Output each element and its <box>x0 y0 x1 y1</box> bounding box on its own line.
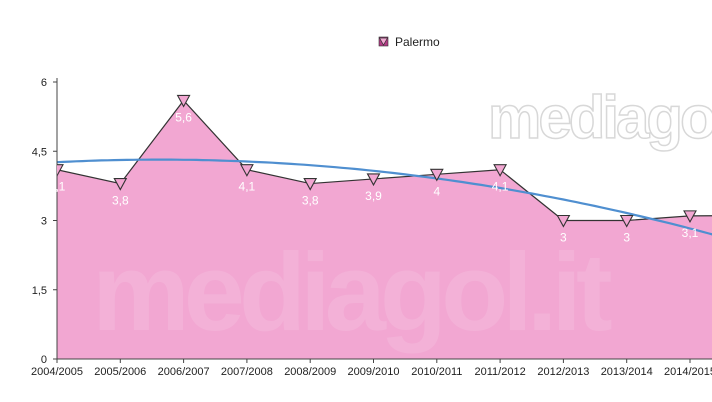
markers <box>57 94 697 228</box>
x-tick-label: 2009/2010 <box>348 366 400 378</box>
data-labels: 4,1 3,8 5,6 4,1 3,8 3,9 4 4,1 3 3 3,1 <box>49 110 699 244</box>
data-point-marker <box>556 214 571 228</box>
data-point-marker <box>57 164 64 177</box>
data-point-marker <box>366 173 381 187</box>
x-tick-label: 2014/2015 <box>664 366 712 378</box>
line-layer <box>57 99 712 236</box>
data-label: 4 <box>433 184 440 198</box>
data-label: 4,1 <box>49 180 66 194</box>
y-tick-label: 3 <box>41 216 47 228</box>
data-label: 3,9 <box>365 189 382 203</box>
area-fill <box>57 100 712 359</box>
data-point-marker <box>619 214 634 228</box>
legend-marker <box>378 37 389 46</box>
data-label: 3,1 <box>682 226 699 240</box>
x-tick-label: 2007/2008 <box>221 366 273 378</box>
watermark-top: mediagol.it <box>488 84 712 151</box>
y-tick-label: 0 <box>41 354 47 366</box>
x-tick-label: 2008/2009 <box>284 366 336 378</box>
data-point-marker <box>429 168 444 182</box>
x-tick-label: 2013/2014 <box>601 366 653 378</box>
x-tick-label: 2004/2005 <box>31 366 83 378</box>
data-label: 4,1 <box>492 180 509 194</box>
data-label: 3,8 <box>302 194 319 208</box>
data-label: 4,1 <box>239 180 256 194</box>
data-point-marker <box>303 178 318 191</box>
data-label: 5,6 <box>175 110 192 124</box>
legend-swatch-icon <box>378 36 389 47</box>
x-tick-label: 2010/2011 <box>411 366 462 378</box>
y-tick-label: 1,5 <box>32 285 47 297</box>
y-tick-label: 4,5 <box>32 146 47 158</box>
data-label: 3 <box>560 231 567 245</box>
trendline <box>57 158 712 236</box>
x-tick-label: 2012/2013 <box>537 366 589 378</box>
x-tick-label: 2011/2012 <box>475 366 526 378</box>
x-tick-label: 2006/2007 <box>158 366 210 378</box>
data-point-marker <box>176 94 191 108</box>
y-tick-label: 6 <box>41 77 47 89</box>
data-label: 3 <box>623 231 630 245</box>
watermark-center: mediagol.it <box>92 231 612 354</box>
legend: Palermo <box>378 35 440 49</box>
legend-label: Palermo <box>395 35 440 49</box>
axes: 0 1,5 3 4,5 6 2004/2005 2005/2006 2006/2007 2007… <box>31 77 712 378</box>
data-point-marker <box>113 178 128 191</box>
data-label: 3,8 <box>112 194 129 208</box>
x-tick-label: 2005/2006 <box>94 366 146 378</box>
data-point-marker <box>239 164 254 177</box>
area-layer <box>57 100 712 359</box>
data-point-marker <box>683 210 697 224</box>
watermark: mediagol.it mediagol.it <box>92 83 712 354</box>
data-point-marker <box>493 164 508 177</box>
series-line <box>57 99 712 222</box>
